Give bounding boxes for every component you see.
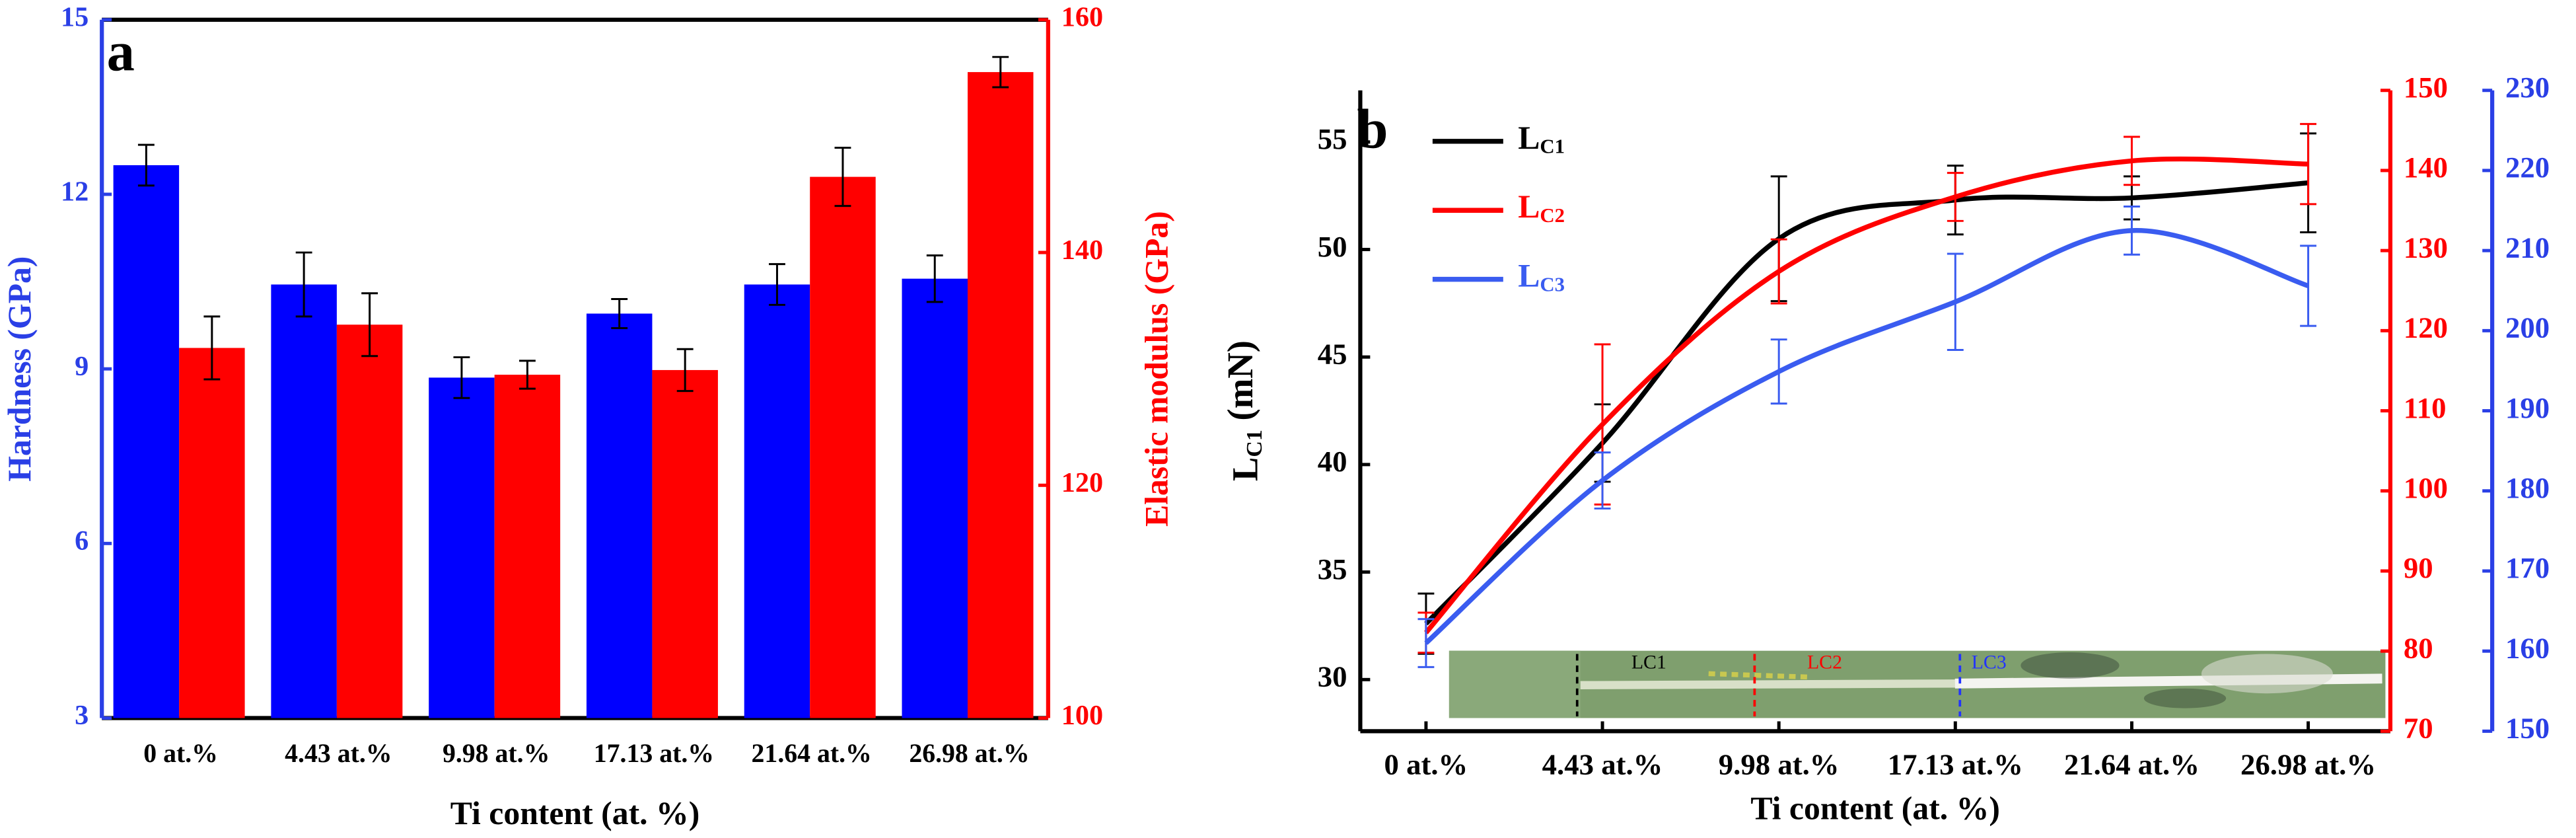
bar <box>494 374 561 718</box>
x-tick-label: 0 at.% <box>1384 747 1468 781</box>
error-bar <box>1417 618 1435 668</box>
bar <box>586 313 653 718</box>
error-bar <box>992 56 1009 89</box>
panel-label: b <box>1357 98 1388 160</box>
error-bar <box>2300 245 2317 327</box>
y-axis-title: Hardness (GPa) <box>1 256 38 482</box>
y-tick-label: 90 <box>2404 551 2433 584</box>
error-bar <box>611 298 628 330</box>
x-tick-label: 9.98 at.% <box>1719 747 1840 781</box>
y-tick-label: 80 <box>2404 631 2433 664</box>
x-tick-label: 4.43 at.% <box>1542 747 1663 781</box>
inset-label: LC2 <box>1807 651 1842 673</box>
y-tick-label: 35 <box>1318 552 1347 586</box>
y-tick-label: 140 <box>2404 151 2448 184</box>
legend-label: LC1 <box>1518 120 1565 157</box>
inset-micrograph <box>1449 650 2386 718</box>
error-bar <box>295 251 312 318</box>
line-series <box>1424 180 2308 626</box>
error-bar <box>2124 135 2140 186</box>
y-tick-label: 210 <box>2505 231 2550 264</box>
y-tick-label: 120 <box>2404 311 2448 344</box>
y-tick-label: 160 <box>1061 2 1103 33</box>
bar <box>810 176 876 718</box>
bar <box>429 377 495 718</box>
y-tick-label: 30 <box>1318 660 1347 693</box>
x-tick-label: 0 at.% <box>143 739 218 768</box>
y-tick-label: 6 <box>75 525 89 556</box>
error-bar <box>1770 338 1787 405</box>
bar <box>902 278 968 718</box>
y-tick-label: 180 <box>2505 471 2550 504</box>
error-bar <box>1770 238 1787 305</box>
y-tick-label: 40 <box>1318 445 1347 478</box>
x-tick-label: 21.64 at.% <box>752 739 872 768</box>
x-axis-title: Ti content (at. %) <box>450 795 700 831</box>
y-tick-label: 200 <box>2505 311 2550 344</box>
y-tick-label: 220 <box>2505 151 2550 184</box>
inset-label: LC3 <box>1972 651 2007 673</box>
y-tick-label: 100 <box>1061 700 1103 731</box>
error-bar <box>453 356 470 399</box>
error-bar <box>834 147 851 208</box>
y-tick-label: 45 <box>1318 337 1347 370</box>
y-tick-label: 150 <box>2505 712 2550 745</box>
inset-label: LC1 <box>1631 651 1666 673</box>
x-tick-label: 26.98 at.% <box>2240 747 2376 781</box>
y-tick-label: 50 <box>1318 230 1347 263</box>
error-bar <box>1947 252 1964 351</box>
bar <box>652 369 718 718</box>
error-bar <box>2300 123 2317 206</box>
error-bar <box>203 315 221 381</box>
error-bar <box>519 360 536 390</box>
y-tick-label: 150 <box>2404 71 2448 104</box>
y-tick-label: 140 <box>1061 235 1103 266</box>
line-series <box>1424 156 2308 634</box>
legend-label: LC3 <box>1518 258 1565 295</box>
x-tick-label: 21.64 at.% <box>2064 747 2200 781</box>
legend-label: LC2 <box>1518 189 1565 227</box>
y-tick-label: 120 <box>1061 467 1103 498</box>
error-bar <box>926 254 943 303</box>
error-bar <box>1947 172 1964 222</box>
y-tick-label: 100 <box>2404 471 2448 504</box>
y-tick-label: 55 <box>1318 122 1347 155</box>
y-tick-label: 230 <box>2505 71 2550 104</box>
bar <box>967 72 1034 718</box>
y-tick-label: 110 <box>2404 391 2447 424</box>
x-tick-label: 17.13 at.% <box>1888 747 2023 781</box>
error-bar <box>1594 451 1611 510</box>
y-tick-label: 9 <box>75 351 89 382</box>
error-bar <box>361 292 378 358</box>
line-series <box>1424 228 2309 645</box>
error-bar <box>769 263 785 306</box>
bar <box>113 165 180 718</box>
bar <box>336 324 403 718</box>
y-tick-label: 15 <box>61 2 89 33</box>
bar <box>179 348 245 718</box>
bar <box>271 284 337 718</box>
x-tick-label: 26.98 at.% <box>909 739 1029 768</box>
error-bar <box>137 143 155 187</box>
y-tick-label: 170 <box>2505 551 2550 584</box>
y-axis-title: LC1 (mN) <box>1220 340 1267 481</box>
y-tick-label: 130 <box>2404 231 2448 264</box>
x-tick-label: 9.98 at.% <box>443 739 550 768</box>
y-tick-label: 70 <box>2404 712 2433 745</box>
panel-label: a <box>107 21 135 83</box>
y2-axis-title: Elastic modulus (GPa) <box>1138 211 1174 527</box>
y-tick-label: 160 <box>2505 631 2550 664</box>
error-bar <box>2124 206 2140 256</box>
error-bar <box>676 348 694 393</box>
x-tick-label: 4.43 at.% <box>285 739 392 768</box>
bar <box>744 284 810 718</box>
y-tick-label: 3 <box>75 700 89 731</box>
y-tick-label: 190 <box>2505 391 2550 424</box>
x-tick-label: 17.13 at.% <box>594 739 714 768</box>
x-axis-title: Ti content (at. %) <box>1750 790 2000 827</box>
y-tick-label: 12 <box>61 176 89 208</box>
